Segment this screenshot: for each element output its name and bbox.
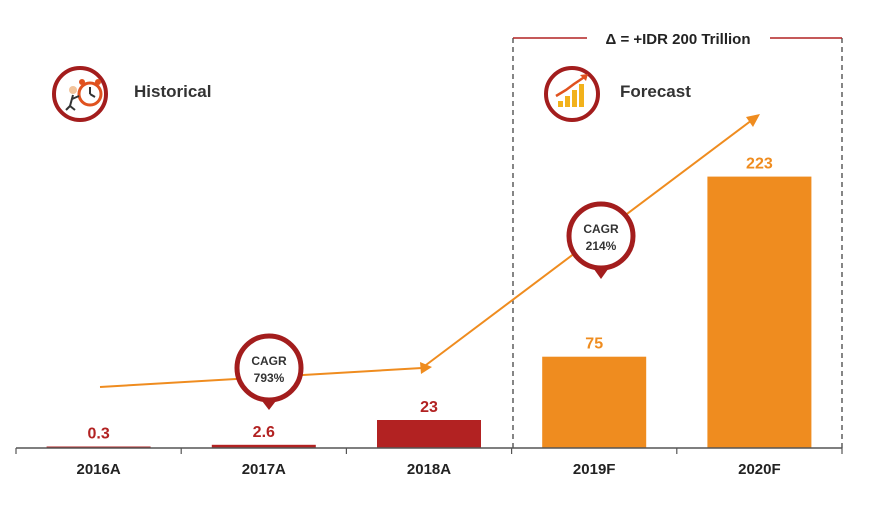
forecast-label: Forecast xyxy=(620,82,691,101)
bar-2019F xyxy=(542,356,647,448)
trend-arrows xyxy=(99,114,760,388)
cagr-historical-badge: CAGR 793% xyxy=(234,333,304,410)
alarm-clock-running-icon xyxy=(52,66,108,122)
bar-2018A xyxy=(377,420,481,448)
bar-2020F xyxy=(707,176,812,448)
historical-legend: Historical xyxy=(52,66,211,122)
cagr-historical-value: 793% xyxy=(254,371,285,385)
value-label-2017A: 2.6 xyxy=(253,424,275,441)
forecast-legend: Forecast xyxy=(544,66,691,122)
x-tick-label-2018A: 2018A xyxy=(407,461,451,478)
forecast-trend-arrowhead xyxy=(746,114,760,127)
value-label-2019F: 75 xyxy=(585,336,603,353)
cagr-forecast-badge: CAGR 214% xyxy=(566,201,636,279)
delta-annotation: Δ = +IDR 200 Trillion xyxy=(606,31,751,48)
historical-trend-arrowhead xyxy=(420,362,432,374)
forecast-bracket: Δ = +IDR 200 Trillion xyxy=(512,31,843,448)
bar-2017A xyxy=(211,444,316,448)
value-labels: 0.3 2.6 23 75 223 xyxy=(87,156,772,443)
x-axis-labels: 2016A 2017A 2018A 2019F 2020F xyxy=(76,461,780,478)
cagr-forecast-value: 214% xyxy=(586,239,617,253)
x-tick-label-2017A: 2017A xyxy=(242,461,286,478)
x-tick-label-2020F: 2020F xyxy=(738,461,781,478)
x-axis-ticks xyxy=(15,448,843,454)
cagr-forecast-label: CAGR xyxy=(583,222,619,236)
growth-chart-icon xyxy=(544,66,600,122)
cagr-historical-label: CAGR xyxy=(251,354,287,368)
x-tick-label-2019F: 2019F xyxy=(573,461,616,478)
value-label-2018A: 23 xyxy=(420,399,438,416)
bar-series xyxy=(46,176,812,448)
x-tick-label-2016A: 2016A xyxy=(76,461,120,478)
value-label-2016A: 0.3 xyxy=(87,426,109,443)
value-label-2020F: 223 xyxy=(746,156,773,173)
historical-label: Historical xyxy=(134,82,211,101)
